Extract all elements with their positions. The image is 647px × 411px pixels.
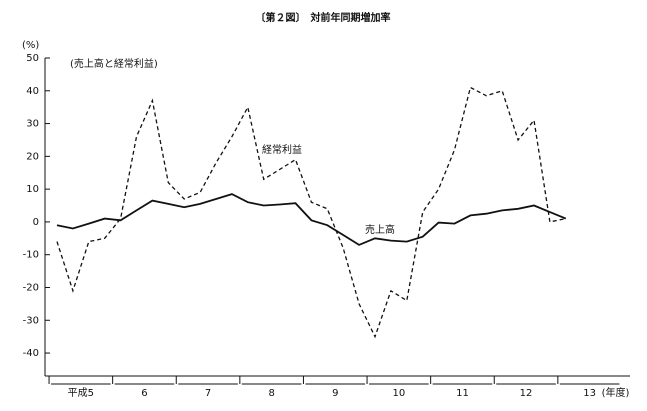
x-tick-label: 11 [456,388,469,399]
x-tick-label: 10 [392,388,405,399]
x-tick-label: 12 [520,388,533,399]
y-tick-label: 50 [26,53,39,64]
y-tick-label: -10 [23,250,39,261]
x-tick-label: 8 [268,388,274,399]
chart-title: 〔第２図〕 対前年同期増加率 [256,11,391,24]
x-tick-label: 6 [141,388,147,399]
y-tick-label: -40 [23,348,39,359]
x-unit: (年度) [602,386,630,399]
y-tick-label: 40 [26,86,39,97]
y-tick-label: 0 [33,217,39,228]
series-line [56,86,566,339]
x-tick-label: 7 [205,388,211,399]
y-tick-label: 10 [26,184,39,195]
x-tick-label: 13 [583,388,596,399]
annotation: (売上高と経常利益) [70,57,158,70]
x-tick-label: 9 [332,388,338,399]
y-tick-label: -30 [23,315,39,326]
series-line [56,193,567,246]
x-tick-label: 平成5 [68,387,94,399]
y-tick-label: 30 [26,119,39,130]
series-label: 経常利益 [262,143,302,156]
series-label: 売上高 [365,223,395,236]
y-tick-label: -20 [23,282,39,293]
y-tick-label: 20 [26,151,39,162]
y-unit: (%) [22,40,39,51]
